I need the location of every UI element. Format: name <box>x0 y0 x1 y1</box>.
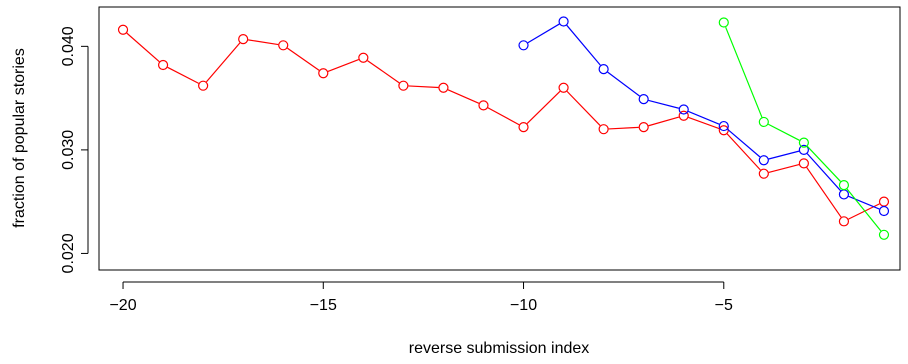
data-point <box>838 189 850 200</box>
series-line-segment <box>806 167 842 218</box>
series-line-segment <box>607 71 641 97</box>
series-line-segment <box>566 24 601 66</box>
data-point <box>798 158 809 169</box>
series-line-segment <box>768 150 800 160</box>
series-line-segment <box>408 85 439 89</box>
series-3 <box>718 17 890 240</box>
data-point <box>878 205 890 217</box>
series-line-segment <box>608 126 639 130</box>
data-point <box>358 52 369 63</box>
data-point <box>798 137 809 148</box>
series-line-segment <box>527 23 560 44</box>
data-point <box>878 196 890 207</box>
series-2 <box>518 16 890 217</box>
y-axis-title: fraction of popular stories <box>11 48 28 228</box>
series-line-segment <box>248 39 279 46</box>
series-line-segment <box>688 116 720 130</box>
y-tick-label: 0.040 <box>60 26 77 66</box>
data-point <box>117 24 129 35</box>
x-axis: −20 −15 −10 −5 <box>109 281 733 314</box>
x-tick-label: −15 <box>310 297 337 314</box>
series-line-segment <box>806 153 842 192</box>
plot-frame <box>98 6 901 271</box>
series-line-segment <box>126 32 160 63</box>
data-point <box>838 179 850 191</box>
series-line-segment <box>767 123 800 141</box>
series-line-segment <box>648 116 680 127</box>
data-point <box>758 168 769 179</box>
data-point <box>518 40 529 51</box>
data-point <box>558 82 569 93</box>
series-line-segment <box>447 89 480 104</box>
series-line-segment <box>848 203 880 220</box>
data-point <box>758 155 769 166</box>
data-point <box>318 68 329 79</box>
x-axis-title: reverse submission index <box>409 340 590 357</box>
x-tick-label: −20 <box>109 297 136 314</box>
data-point <box>478 100 489 111</box>
series-line-segment <box>367 60 400 84</box>
data-point <box>598 64 609 75</box>
series-line-segment <box>205 42 241 83</box>
series-layer <box>117 16 890 240</box>
y-axis: 0.020 0.030 0.040 <box>60 26 89 273</box>
data-point <box>838 216 850 227</box>
series-line-segment <box>167 66 199 84</box>
series-line-segment <box>806 145 841 182</box>
data-point <box>798 144 809 155</box>
series-line-segment <box>327 58 359 73</box>
data-point <box>758 116 769 128</box>
series-line-segment <box>726 133 761 171</box>
series-line-segment <box>725 26 763 118</box>
data-point <box>638 122 649 133</box>
data-point <box>718 120 729 132</box>
series-line-segment <box>526 90 561 125</box>
x-tick-label: −5 <box>715 297 733 314</box>
y-tick-label: 0.020 <box>60 233 77 273</box>
data-point <box>678 110 689 121</box>
series-line-segment <box>566 90 601 127</box>
series-line-segment <box>286 47 320 71</box>
data-point <box>438 82 449 93</box>
data-point <box>278 40 289 51</box>
data-point <box>598 124 609 135</box>
series-line-segment <box>768 164 800 174</box>
series-line-segment <box>487 107 520 126</box>
data-point <box>718 17 729 28</box>
x-tick-label: −10 <box>510 297 537 314</box>
series-line-segment <box>846 188 882 232</box>
data-point <box>638 94 649 105</box>
data-point <box>198 80 209 91</box>
series-1 <box>117 24 890 227</box>
data-point <box>398 80 409 91</box>
data-point <box>678 104 689 115</box>
series-line-segment <box>727 128 761 158</box>
data-point <box>238 33 249 45</box>
series-line-segment <box>688 110 720 125</box>
data-point <box>518 122 529 133</box>
data-point <box>558 16 569 27</box>
data-point <box>878 229 890 240</box>
series-line-segment <box>848 195 880 210</box>
y-tick-label: 0.030 <box>60 130 77 170</box>
series-line-segment <box>648 99 680 109</box>
data-point <box>157 59 169 71</box>
